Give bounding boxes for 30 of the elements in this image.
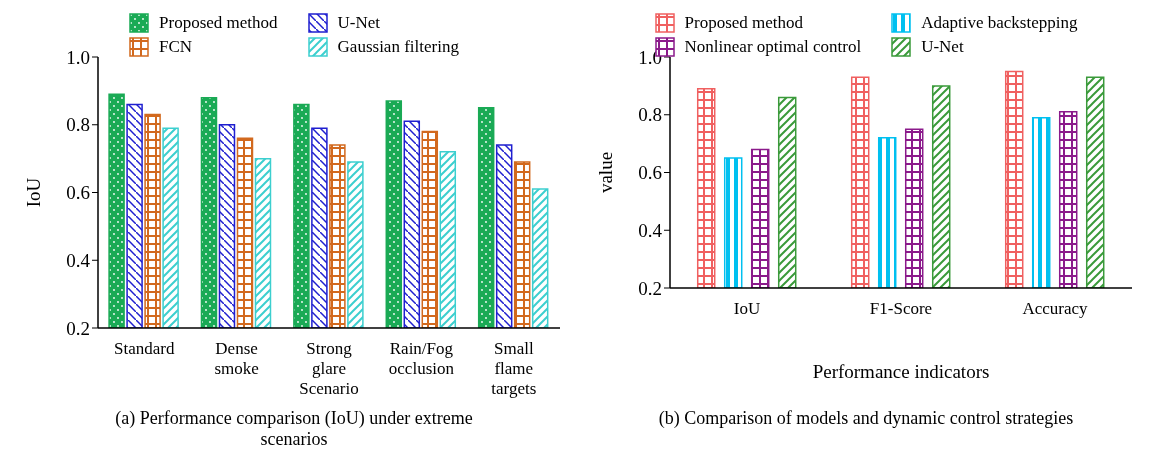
legend-label: Gaussian filtering [337, 37, 459, 57]
legend-label: Adaptive backstepping [921, 13, 1078, 33]
text: (b) Comparison of models and dynamic control strategies [657, 408, 1075, 429]
y-tick-label: 0.8 [66, 114, 90, 136]
legend-label: Proposed method [684, 13, 804, 33]
x-tick-label: Dense smoke [214, 339, 259, 378]
x-tick-label: F1-Score [869, 299, 933, 318]
y-tick-label: 0.2 [638, 277, 662, 299]
x-tick-label: Standard [113, 339, 175, 358]
y-tick-label: 0.6 [638, 162, 662, 184]
y-tick-label: 0.2 [66, 317, 90, 339]
y-tick-label: 0.8 [638, 104, 662, 126]
y-tick-label: 0.4 [638, 219, 663, 241]
legend-label: Nonlinear optimal control [684, 37, 862, 57]
y-axis-title: IoU [22, 177, 44, 208]
x-tick-label: IoU [733, 299, 761, 318]
x-tick-label: Small flame targets [491, 339, 537, 398]
legend-label: FCN [159, 37, 193, 57]
legend-label: U-Net [337, 13, 381, 33]
legend-label: Proposed method [159, 13, 278, 33]
x-axis-title: Performance indicators [812, 361, 990, 382]
y-axis-title: value [594, 151, 616, 194]
legend-label: U-Net [921, 37, 964, 57]
x-tick-label: Strong glare Scenario [299, 339, 359, 398]
y-tick-label: 0.4 [66, 249, 91, 271]
y-tick-label: 1.0 [66, 46, 90, 68]
y-tick-label: 0.6 [66, 182, 90, 204]
x-tick-label: Accuracy [1022, 299, 1089, 318]
x-tick-label: Rain/Fog occlusion [388, 339, 455, 378]
text: (a) Performance comparison (IoU) under extreme scenarios [114, 408, 474, 450]
